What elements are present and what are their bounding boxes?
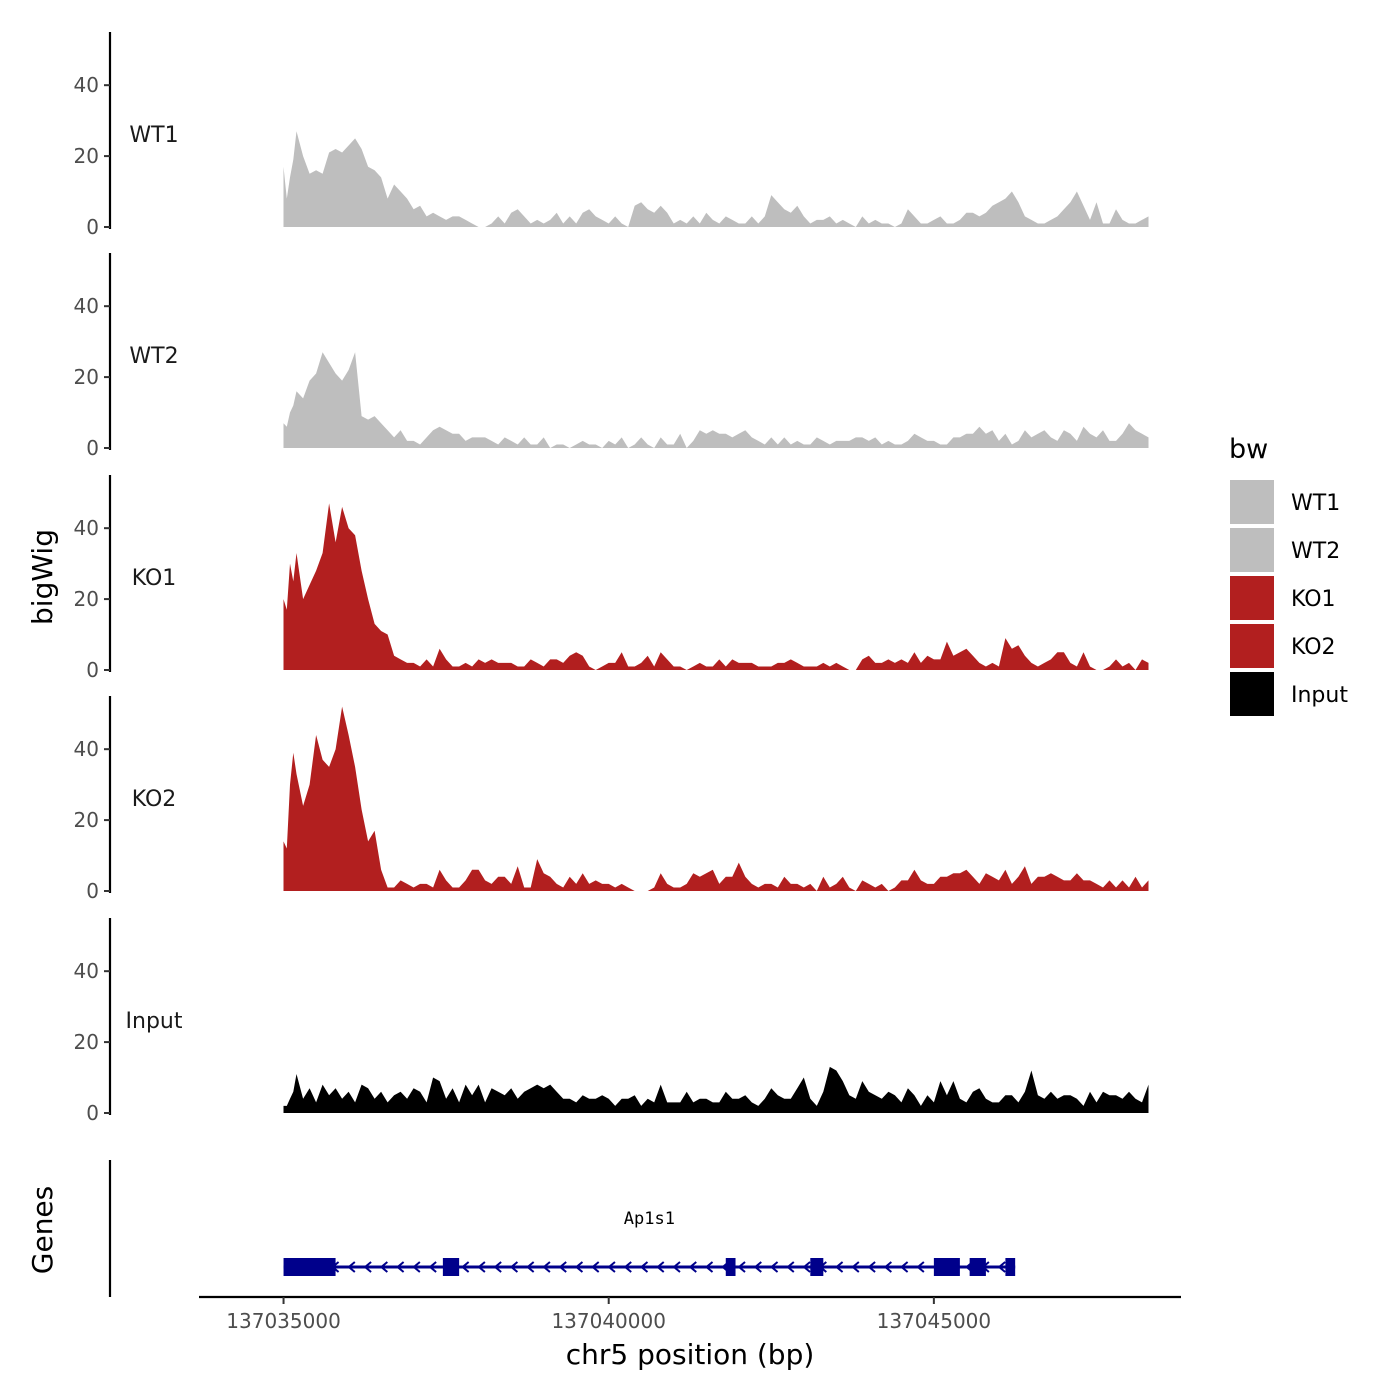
track-area-ko1	[283, 503, 1149, 670]
y-tick-label: 40	[74, 516, 99, 540]
track-area-input	[283, 1066, 1149, 1113]
strand-arrow	[574, 1261, 584, 1273]
strand-arrow	[542, 1261, 551, 1273]
strand-arrow	[607, 1261, 616, 1273]
strand-arrow	[656, 1261, 665, 1273]
legend-title: bw	[1229, 434, 1268, 465]
y-tick-label: 0	[86, 879, 99, 903]
strand-arrow	[558, 1261, 567, 1273]
track-input: 0 20 40 Input	[74, 918, 1149, 1125]
y-tick-label: 40	[74, 737, 99, 761]
y-axis-title: bigWig	[26, 529, 59, 625]
gene-label: Ap1s1	[624, 1209, 675, 1229]
x-axis-title: chr5 position (bp)	[566, 1338, 815, 1371]
strand-arrow	[916, 1261, 925, 1273]
y-tick-label: 0	[86, 436, 99, 460]
strand-arrow	[379, 1261, 388, 1273]
strand-arrow	[753, 1261, 762, 1273]
strand-arrow	[477, 1261, 486, 1273]
track-label-input: Input	[126, 1009, 183, 1034]
track-label-ko1: KO1	[132, 566, 177, 591]
legend-label-wt1: WT1	[1291, 491, 1340, 516]
gene-exon	[283, 1258, 336, 1276]
track-wt1: 0 20 40 WT1	[74, 32, 1149, 239]
legend-label-wt2: WT2	[1291, 539, 1340, 564]
strand-arrow	[526, 1261, 535, 1273]
x-tick-label: 137045000	[877, 1309, 992, 1333]
track-label-ko2: KO2	[132, 787, 177, 812]
strand-arrow	[493, 1261, 502, 1273]
legend-label-input: Input	[1291, 683, 1348, 708]
legend: bw WT1 WT2 KO1 KO2 Input	[1229, 434, 1348, 716]
x-tick-label: 137040000	[551, 1309, 666, 1333]
track-ko2: 0 20 40 KO2	[74, 696, 1149, 903]
strand-arrow	[867, 1261, 876, 1273]
gene-exon	[1005, 1258, 1016, 1276]
strand-arrow	[672, 1261, 681, 1273]
coverage-tracks: 0 20 40 WT1 0 20 40 WT2 0 20 40 KO1 0 20 40 KO2 0 20 40 Inp…	[74, 32, 1149, 1125]
y-tick-label: 0	[86, 215, 99, 239]
strand-arrow	[623, 1261, 632, 1273]
legend-key-wt2	[1230, 528, 1274, 572]
y-tick-label: 40	[74, 73, 99, 97]
y-tick-label: 20	[74, 1030, 99, 1054]
gene-exon	[725, 1258, 736, 1276]
track-area-wt2	[283, 352, 1149, 448]
strand-arrow	[802, 1261, 811, 1273]
strand-arrow	[396, 1261, 405, 1273]
strand-arrow	[591, 1261, 600, 1273]
legend-key-input	[1230, 672, 1274, 716]
strand-arrow	[835, 1261, 844, 1273]
x-tick-label: 137035000	[226, 1309, 341, 1333]
gene-exon	[442, 1258, 460, 1276]
strand-arrow	[997, 1261, 1006, 1273]
strand-arrow	[461, 1261, 470, 1273]
gene-exon	[933, 1258, 960, 1276]
legend-label-ko1: KO1	[1291, 587, 1336, 612]
y-tick-label: 0	[86, 658, 99, 682]
strand-arrow	[509, 1261, 519, 1273]
y-tick-label: 20	[74, 587, 99, 611]
x-axis: 137035000 137040000 137045000	[199, 1295, 1181, 1333]
y-tick-label: 40	[74, 294, 99, 318]
legend-key-wt1	[1230, 480, 1274, 524]
gene-exon	[810, 1258, 824, 1276]
strand-arrow	[883, 1261, 892, 1273]
gene-exon	[969, 1258, 986, 1276]
strand-arrow	[639, 1261, 649, 1273]
y-tick-label: 0	[86, 1101, 99, 1125]
legend-key-ko2	[1230, 624, 1274, 668]
y-tick-label: 40	[74, 959, 99, 983]
legend-label-ko2: KO2	[1291, 635, 1336, 660]
track-label-wt1: WT1	[129, 123, 178, 148]
strand-arrow	[704, 1261, 714, 1273]
track-wt2: 0 20 40 WT2	[74, 253, 1149, 460]
strand-arrow	[688, 1261, 697, 1273]
strand-arrow	[900, 1261, 909, 1273]
strand-arrow	[412, 1261, 421, 1273]
gene-track: Ap1s1	[108, 1160, 1016, 1297]
y-tick-label: 20	[74, 144, 99, 168]
strand-arrow	[851, 1261, 860, 1273]
strand-arrow	[347, 1261, 356, 1273]
strand-arrow	[786, 1261, 795, 1273]
legend-key-ko1	[1230, 576, 1274, 620]
track-label-wt2: WT2	[129, 344, 178, 369]
track-area-wt1	[283, 131, 1149, 227]
track-ko1: 0 20 40 KO1	[74, 475, 1149, 682]
strand-arrow	[428, 1261, 437, 1273]
genes-axis-title: Genes	[26, 1186, 59, 1274]
y-tick-label: 20	[74, 808, 99, 832]
y-tick-label: 20	[74, 365, 99, 389]
track-area-ko2	[283, 706, 1149, 891]
strand-arrow	[737, 1261, 746, 1273]
strand-arrow	[769, 1261, 779, 1273]
strand-arrow	[363, 1261, 372, 1273]
